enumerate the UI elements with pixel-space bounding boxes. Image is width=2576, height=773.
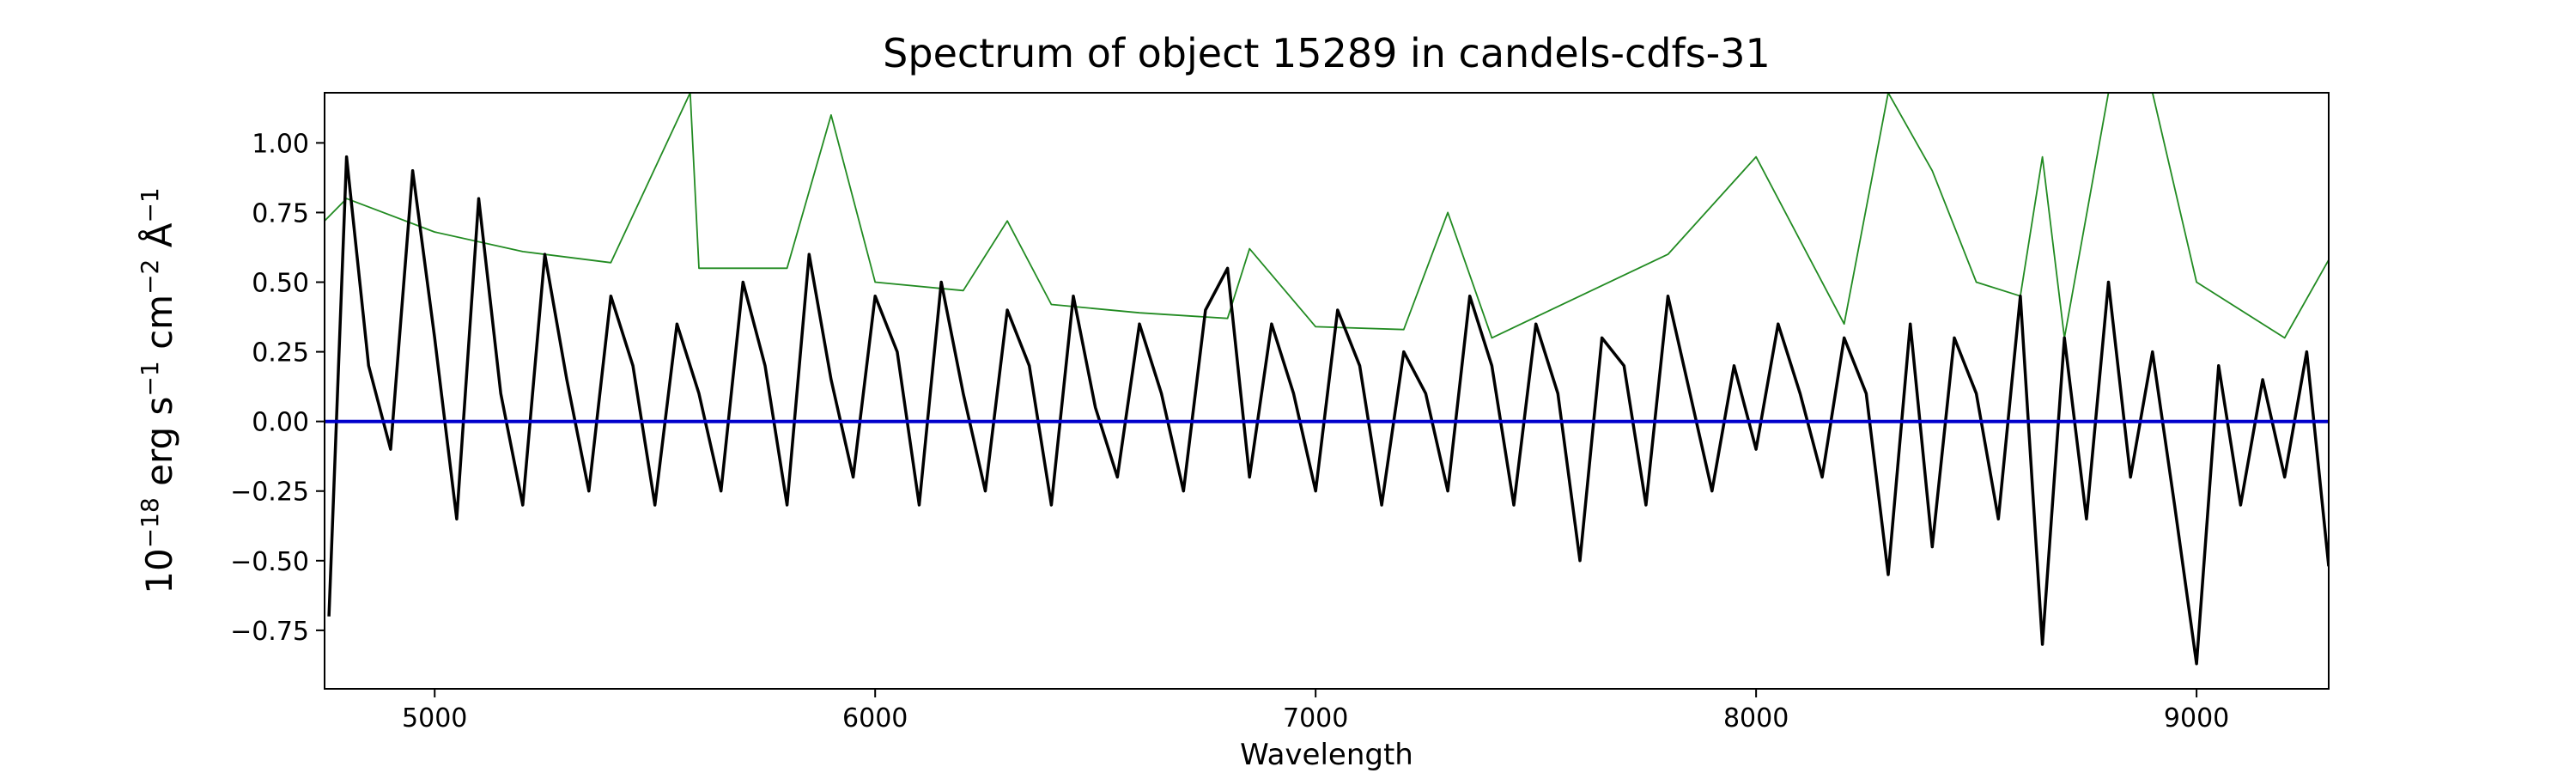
x-tick-label: 5000	[402, 703, 467, 733]
error-series-line	[325, 93, 2329, 339]
y-tick-label: 1.00	[252, 129, 309, 159]
y-tick-label: 0.25	[252, 338, 309, 368]
y-axis-label: 10−18 erg s−1 cm−2 Å−1	[136, 187, 181, 593]
series-layer	[325, 93, 2329, 666]
x-tick-label: 7000	[1283, 703, 1348, 733]
y-tick-label: 0.50	[252, 269, 309, 299]
plot-frame	[324, 92, 2330, 690]
y-tick-label: −0.75	[230, 617, 309, 647]
y-axis: −0.75 −0.50 −0.25 0.00 0.25 0.50 0.75 1.00	[230, 129, 325, 647]
x-axis: 5000 6000 7000 8000 9000	[402, 689, 2229, 733]
flux-series-line	[327, 155, 2329, 666]
x-axis-label: Wavelength	[1240, 738, 1413, 772]
y-tick-label: −0.50	[230, 547, 309, 577]
y-tick-label: 0.00	[252, 408, 309, 438]
plot-area	[324, 92, 2330, 690]
x-tick-label: 8000	[1723, 703, 1789, 733]
x-tick-label: 9000	[2164, 703, 2229, 733]
y-tick-label: 0.75	[252, 198, 309, 228]
y-tick-label: −0.25	[230, 478, 309, 508]
chart-title: Spectrum of object 15289 in candels-cdfs…	[883, 30, 1771, 76]
x-tick-label: 6000	[842, 703, 908, 733]
